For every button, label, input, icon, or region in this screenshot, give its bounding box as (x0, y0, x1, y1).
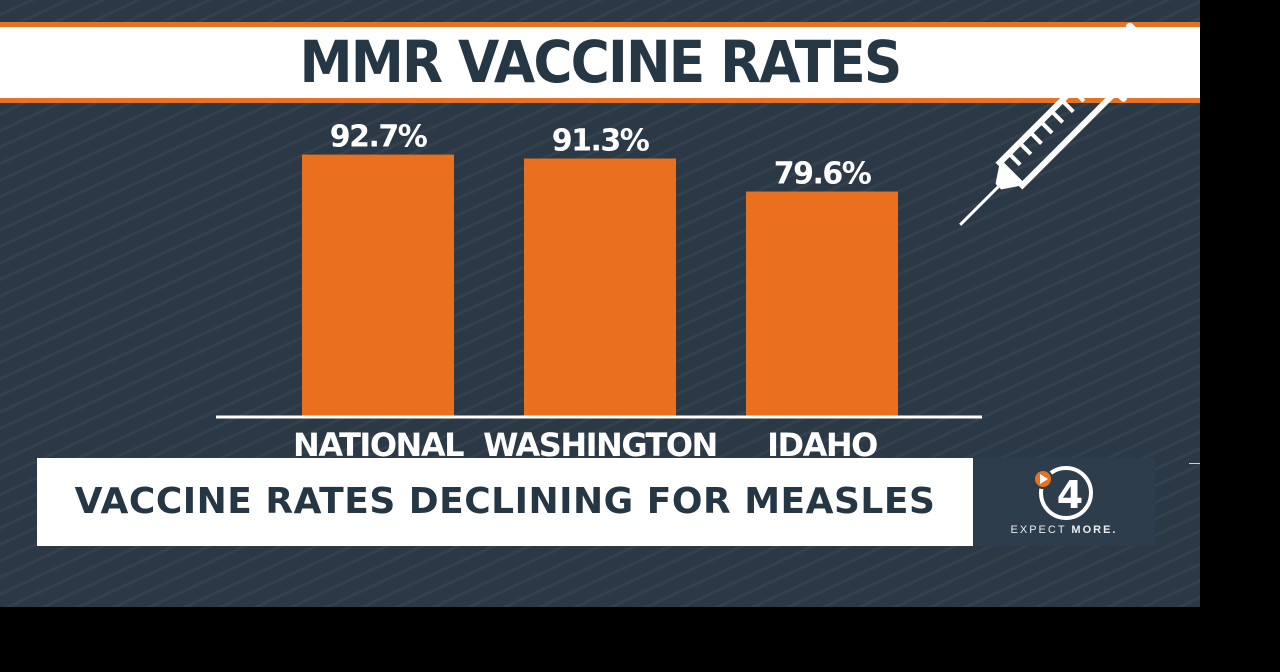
lower-third-banner: VACCINE RATES DECLINING FOR MEASLES (37, 458, 973, 546)
station-logo: 4 EXPECT MORE. (973, 458, 1155, 546)
value-label-idaho: 79.6% (774, 157, 872, 192)
title-banner: MMR VACCINE RATES (0, 22, 1200, 103)
headline-text: VACCINE RATES DECLINING FOR MEASLES (74, 481, 936, 522)
tagline-light: EXPECT (1010, 524, 1067, 536)
syringe-icon (959, 22, 1163, 226)
logo-tagline: EXPECT MORE. (973, 524, 1155, 536)
value-label-washington: 91.3% (552, 124, 650, 159)
category-label-national: NATIONAL (293, 426, 464, 464)
tagline-bold: MORE. (1071, 524, 1118, 536)
logo-number: 4 (1057, 473, 1083, 517)
value-label-national: 92.7% (330, 120, 428, 155)
bar-idaho (746, 191, 898, 416)
bar-chart: 92.7% 91.3% 79.6% NATIONAL WASHINGTON IDAHO (216, 22, 1163, 464)
play-4-logo-icon: 4 (1033, 466, 1093, 520)
chart-title: MMR VACCINE RATES (299, 28, 903, 96)
bar-washington (524, 158, 676, 416)
category-label-washington: WASHINGTON (483, 426, 717, 464)
divider (1189, 463, 1200, 464)
bar-national (302, 154, 454, 416)
broadcast-graphic: MMR VACCINE RATES 92.7% 91.3% 79.6% NATION… (0, 0, 1200, 607)
category-label-idaho: IDAHO (767, 426, 877, 464)
